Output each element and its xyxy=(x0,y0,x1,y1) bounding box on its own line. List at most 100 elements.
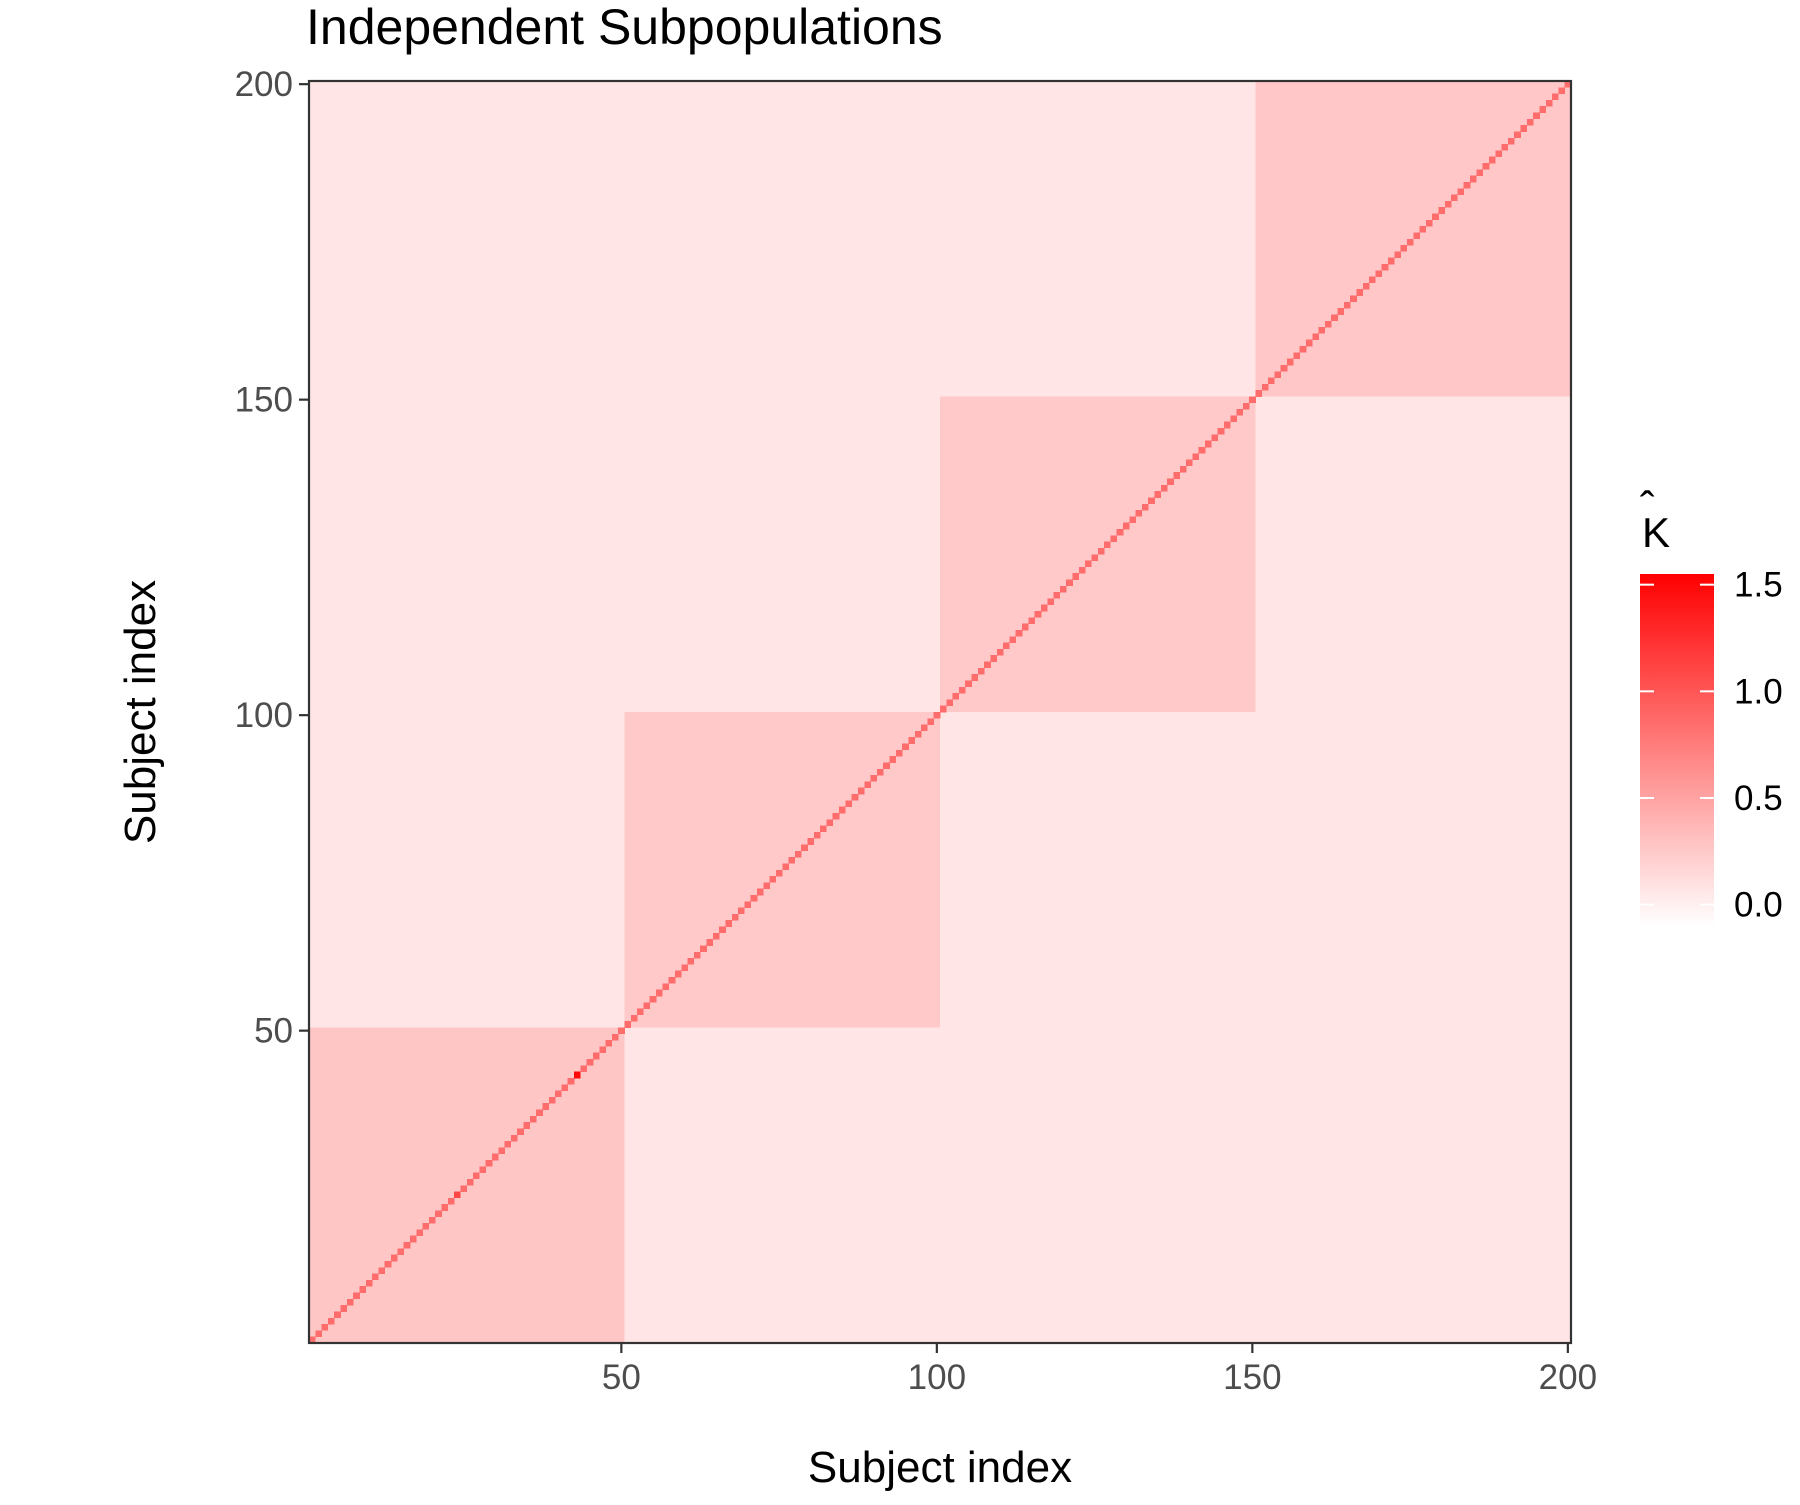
heatmap-diagonal-cell xyxy=(1034,611,1042,618)
heatmap-diagonal-cell xyxy=(820,825,827,833)
heatmap-diagonal-cell xyxy=(1343,301,1351,309)
heatmap-diagonal-cell xyxy=(958,686,966,694)
heatmap-diagonal-cell xyxy=(504,1141,512,1148)
heatmap-diagonal-cell xyxy=(447,1197,455,1205)
heatmap-diagonal-cell xyxy=(807,838,815,845)
heatmap-diagonal-cell xyxy=(1268,377,1275,385)
heatmap-diagonal-cell xyxy=(618,1027,625,1035)
legend-tick-label: 1.5 xyxy=(1734,566,1783,605)
heatmap-diagonal-cell xyxy=(1003,642,1010,650)
heatmap-diagonal-cell xyxy=(1173,472,1181,479)
heatmap-cells xyxy=(309,81,1572,1344)
heatmap-diagonal-cell xyxy=(662,983,669,990)
heatmap-diagonal-cell xyxy=(1394,251,1401,258)
y-tick-label: 100 xyxy=(235,696,293,735)
heatmap-diagonal-cell xyxy=(813,831,821,839)
legend-ticks: 0.0 0.5 1.0 1.5 xyxy=(1640,566,1783,925)
heatmap-diagonal-cell xyxy=(1331,314,1338,322)
heatmap-diagonal-cell xyxy=(687,958,695,965)
heatmap-diagonal-cell xyxy=(1141,503,1149,511)
heatmap-diagonal-cell xyxy=(668,977,676,984)
heatmap-diagonal-cell xyxy=(757,888,764,896)
heatmap-diagonal-cell xyxy=(1022,623,1029,631)
heatmap-diagonal-cell xyxy=(940,705,947,713)
heatmap-diagonal-cell xyxy=(353,1292,360,1300)
heatmap-diagonal-cell xyxy=(1305,339,1313,347)
heatmap-diagonal-cell xyxy=(384,1260,392,1268)
heatmap-diagonal-cell xyxy=(1451,194,1458,202)
heatmap-diagonal-cell xyxy=(706,939,714,946)
x-tick-label: 50 xyxy=(602,1358,641,1397)
heatmap-diagonal-cell xyxy=(403,1242,411,1249)
heatmap-diagonal-cell xyxy=(624,1021,632,1028)
heatmap-diagonal-cell xyxy=(1167,478,1174,486)
heatmap-diagonal-cell xyxy=(1211,434,1218,441)
heatmap-diagonal-cell xyxy=(1085,560,1092,568)
legend-colorbar xyxy=(1640,574,1714,926)
heatmap-diagonal-cell xyxy=(990,655,998,662)
heatmap-diagonal-cell xyxy=(1205,440,1212,448)
heatmap-diagonal-cell xyxy=(466,1178,474,1186)
heatmap-diagonal-cell xyxy=(1110,535,1117,542)
heatmap-diagonal-cell xyxy=(479,1166,486,1173)
heatmap-diagonal-cell xyxy=(428,1216,436,1224)
heatmap-diagonal-cell xyxy=(674,970,682,978)
heatmap-diagonal-cell xyxy=(321,1324,329,1331)
heatmap-diagonal-cell xyxy=(876,768,884,776)
heatmap-diagonal-cell xyxy=(1255,390,1263,397)
y-axis-label: Subject index xyxy=(116,580,165,844)
heatmap-diagonal-cell xyxy=(744,901,751,908)
heatmap-diagonal-cell xyxy=(826,819,834,826)
heatmap-diagonal-cell xyxy=(933,712,941,719)
heatmap-diagonal-cell xyxy=(921,724,928,732)
heatmap-diagonal-cell xyxy=(1419,226,1427,233)
heatmap-diagonal-cell xyxy=(996,648,1004,656)
heatmap-diagonal-cell xyxy=(1249,396,1256,404)
heatmap-diagonal-cell xyxy=(416,1229,423,1237)
legend-tick-label: 0.5 xyxy=(1734,779,1783,818)
heatmap-diagonal-cell xyxy=(952,693,960,700)
heatmap-diagonal-cell xyxy=(851,794,859,801)
heatmap-diagonal-cell xyxy=(605,1040,613,1047)
heatmap-diagonal-cell xyxy=(359,1286,367,1293)
x-tick-label: 150 xyxy=(1223,1358,1281,1397)
heatmap-diagonal-cell xyxy=(1274,371,1282,378)
heatmap-diagonal-cell xyxy=(1413,232,1420,240)
heatmap-diagonal-cell xyxy=(1501,144,1509,151)
heatmap-diagonal-cell xyxy=(1337,308,1345,315)
heatmap-diagonal-cell xyxy=(1078,566,1086,574)
heatmap-diagonal-cell xyxy=(454,1191,461,1199)
heatmap-diagonal-cell xyxy=(1104,541,1111,549)
heatmap-diagonal-cell xyxy=(1217,428,1225,435)
chart-title: Independent Subpopulations xyxy=(306,0,943,55)
heatmap-diagonal-cell xyxy=(1350,295,1357,303)
heatmap-diagonal-cell xyxy=(1091,554,1099,561)
heatmap-diagonal-cell xyxy=(1470,175,1477,183)
heatmap-diagonal-cell xyxy=(498,1147,505,1154)
heatmap-diagonal-cell xyxy=(1053,592,1061,599)
heatmap-diagonal-cell xyxy=(1299,346,1307,353)
heatmap-diagonal-cell xyxy=(334,1311,341,1319)
heatmap-diagonal-cell xyxy=(1545,99,1553,107)
heatmap-diagonal-cell xyxy=(857,787,865,795)
heatmap-diagonal-cell xyxy=(643,1002,651,1009)
heatmap-diagonal-cell xyxy=(1388,257,1395,265)
heatmap-diagonal-cell xyxy=(1369,276,1376,284)
heatmap-diagonal-cell xyxy=(719,926,726,934)
heatmap-diagonal-cell xyxy=(984,661,991,669)
heatmap-diagonal-cell xyxy=(1223,421,1231,429)
heatmap-diagonal-cell xyxy=(1148,497,1155,505)
heatmap-diagonal-cell xyxy=(700,945,707,953)
heatmap-diagonal-cell xyxy=(1097,547,1105,555)
heatmap-diagonal-cell xyxy=(965,680,972,688)
heatmap-diagonal-cell xyxy=(801,844,808,852)
heatmap-diagonal-cell xyxy=(845,800,852,807)
heatmap-diagonal-cell xyxy=(1318,327,1326,334)
heatmap-diagonal-cell xyxy=(681,964,688,972)
heatmap-diagonal-cell xyxy=(1507,137,1515,145)
heatmap-diagonal-cell xyxy=(775,869,783,877)
heatmap-diagonal-cell xyxy=(1186,459,1193,467)
heatmap-diagonal-cell xyxy=(788,857,796,864)
heatmap-diagonal-cell xyxy=(1482,163,1490,170)
heatmap-diagonal-cell xyxy=(1154,491,1162,498)
